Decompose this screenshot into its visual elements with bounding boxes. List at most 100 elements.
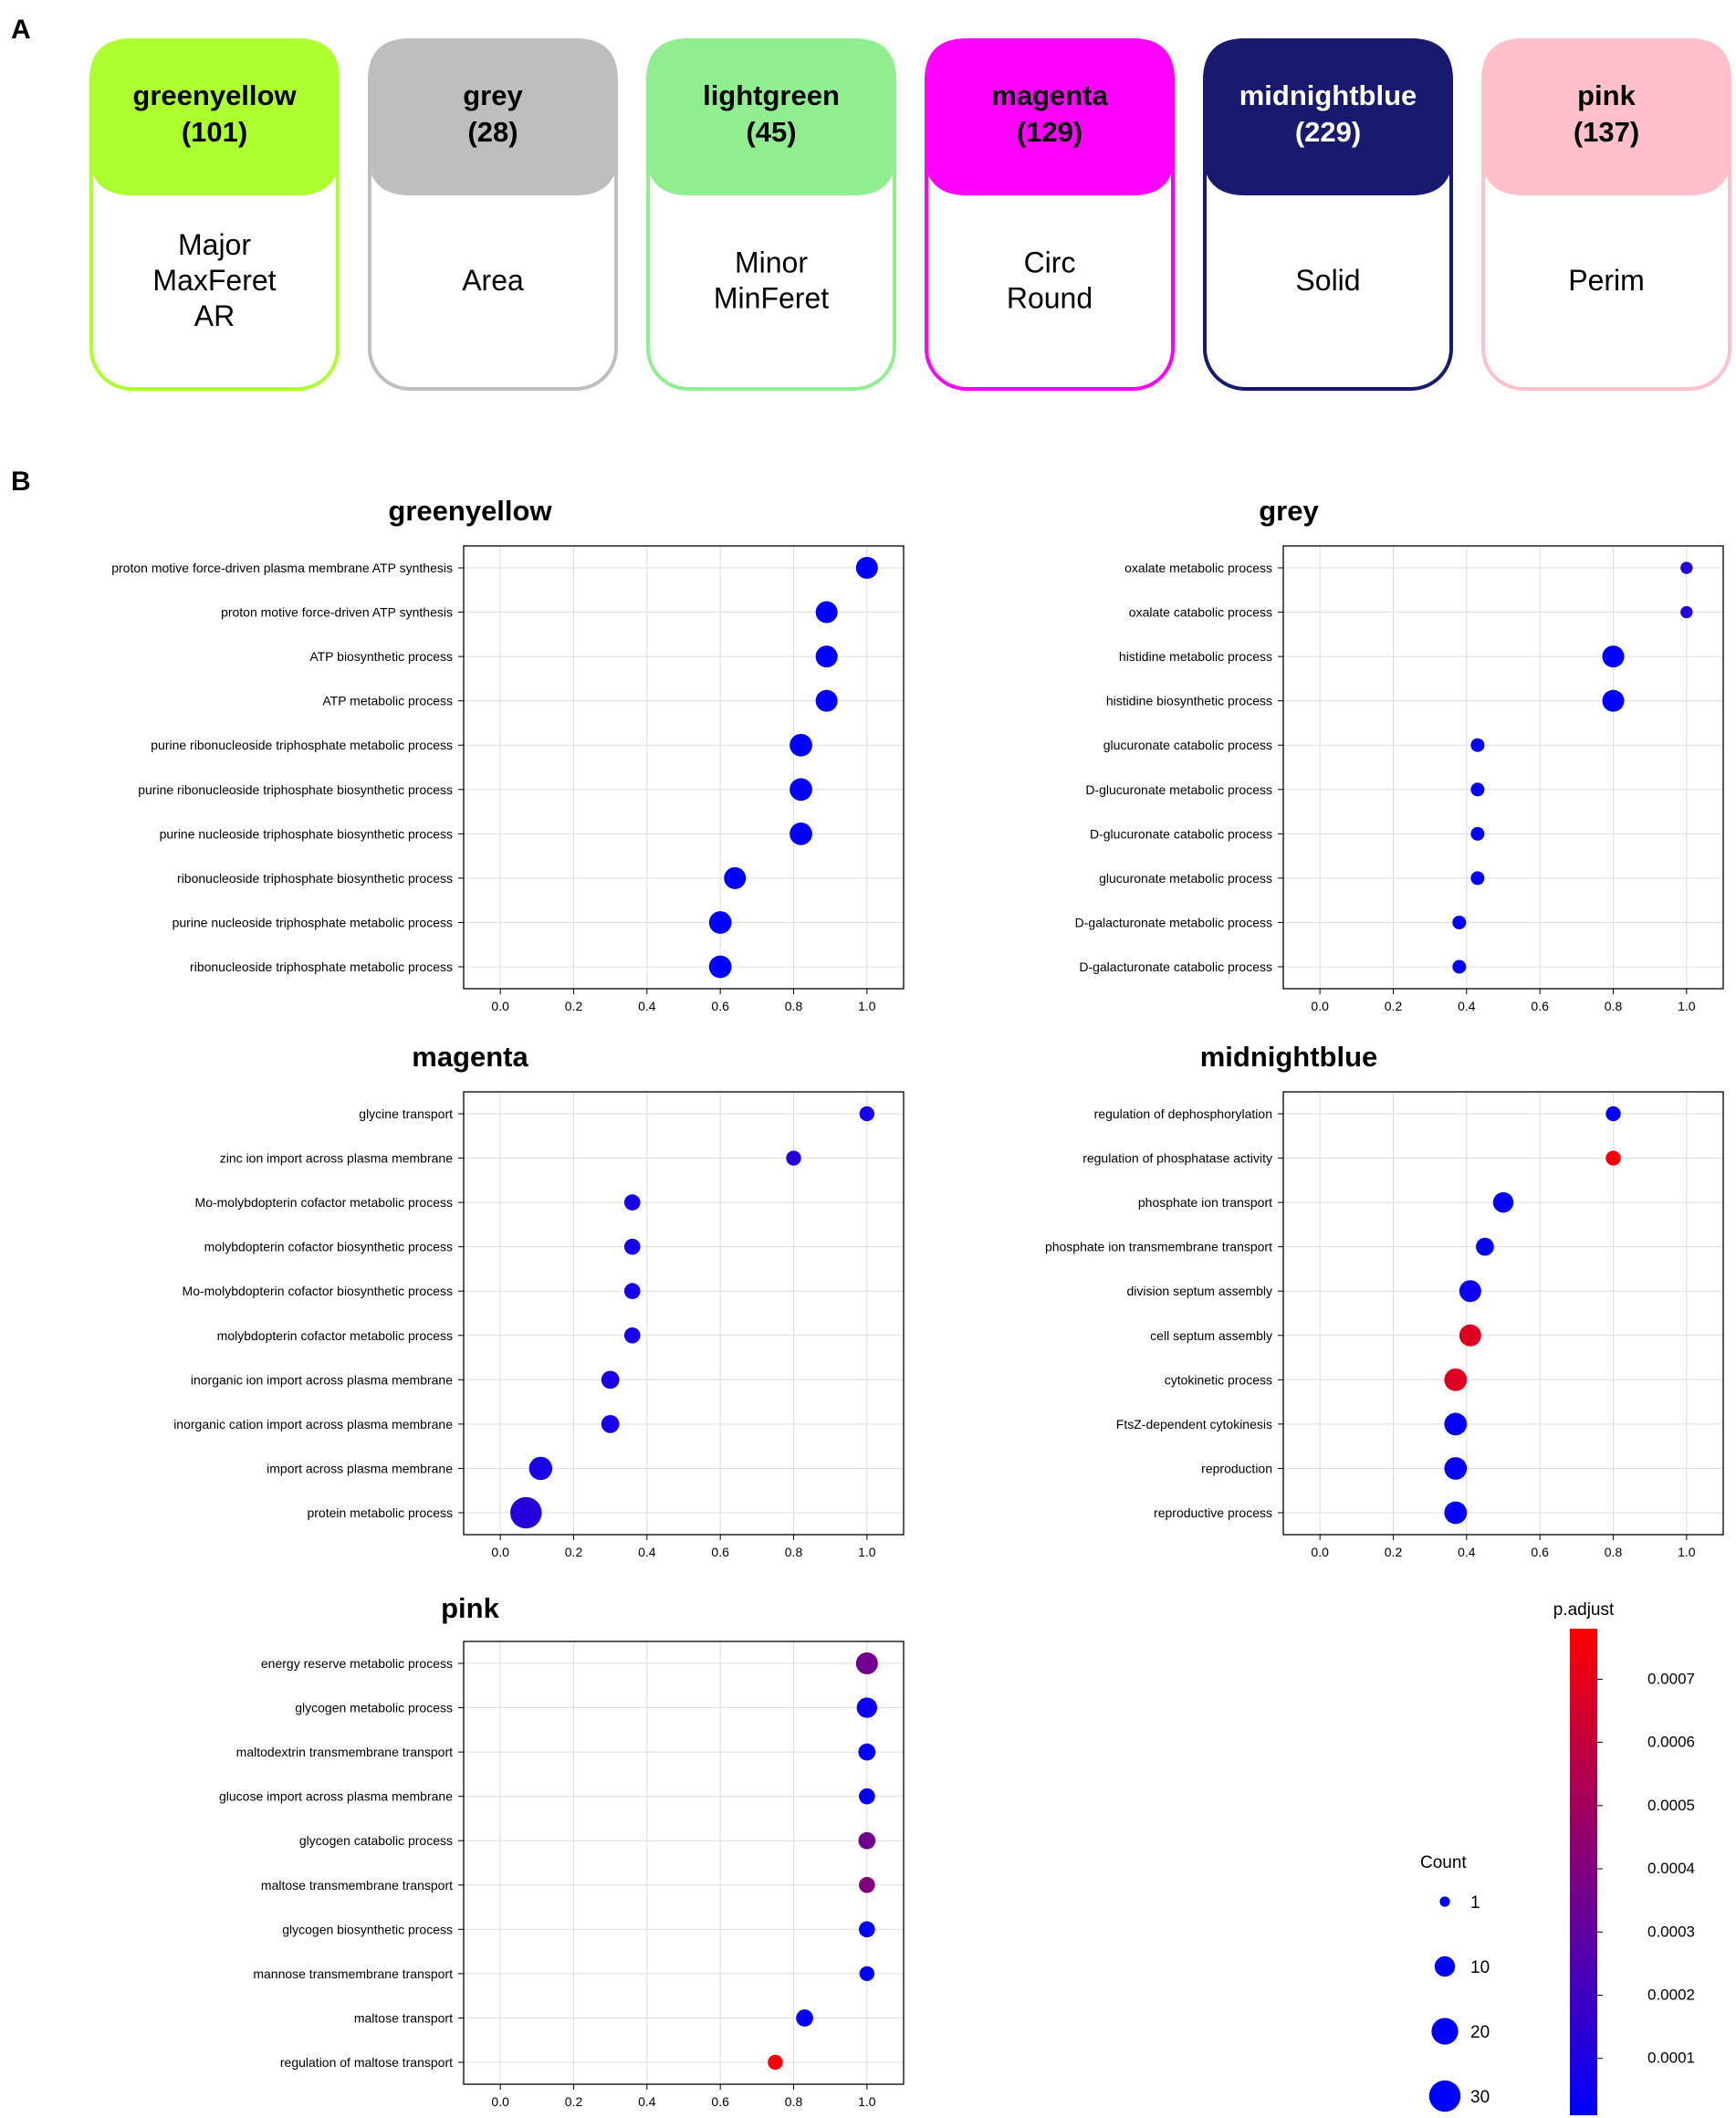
data-point[interactable] (815, 689, 838, 712)
data-point[interactable] (1452, 915, 1467, 929)
x-tick-label: 1.0 (1678, 1545, 1696, 1559)
data-point[interactable] (623, 1194, 641, 1211)
module-card-midnightblue[interactable]: midnightblue (229) Solid (1203, 38, 1453, 391)
x-tick-label: 0.2 (1385, 999, 1403, 1013)
data-point[interactable] (1605, 1150, 1621, 1166)
go-term-label: purine nucleoside triphosphate biosynthe… (160, 826, 453, 841)
data-point[interactable] (528, 1456, 553, 1481)
chart-title: magenta (412, 1041, 528, 1073)
data-point[interactable] (1470, 871, 1485, 886)
data-point[interactable] (708, 955, 732, 979)
x-tick-label: 0.8 (785, 2094, 803, 2109)
count-legend-dot (1439, 1896, 1450, 1907)
data-point[interactable] (786, 1150, 801, 1166)
data-point[interactable] (858, 1831, 876, 1850)
data-point[interactable] (859, 1966, 875, 1982)
module-card-pink[interactable]: pink (137) Perim (1481, 38, 1731, 391)
data-point[interactable] (855, 556, 878, 580)
go-term-label: ribonucleoside triphosphate metabolic pr… (190, 959, 453, 974)
data-point[interactable] (859, 1788, 875, 1805)
go-term-label: purine ribonucleoside triphosphate metab… (151, 738, 453, 752)
data-point[interactable] (1602, 689, 1625, 712)
data-point[interactable] (1459, 1324, 1481, 1347)
colorbar-tick-label: 0.0004 (1647, 1860, 1695, 1877)
data-point[interactable] (1470, 738, 1485, 752)
go-term-label: purine ribonucleoside triphosphate biosy… (138, 782, 453, 797)
plot-frame (463, 1641, 905, 2085)
data-point[interactable] (1444, 1457, 1468, 1480)
data-point[interactable] (1602, 645, 1625, 668)
x-tick-label: 0.2 (565, 999, 583, 1013)
go-term-label: molybdopterin cofactor biosynthetic proc… (204, 1240, 453, 1254)
data-point[interactable] (623, 1238, 641, 1255)
go-term-label: phosphate ion transmembrane transport (1045, 1240, 1272, 1254)
data-point[interactable] (768, 2054, 783, 2071)
data-point[interactable] (856, 1697, 878, 1718)
data-point[interactable] (623, 1283, 641, 1300)
data-point[interactable] (708, 911, 732, 934)
x-tick-label: 0.4 (1458, 999, 1476, 1013)
go-term-label: purine nucleoside triphosphate metabolic… (173, 915, 453, 929)
go-term-label: cell septum assembly (1150, 1328, 1272, 1343)
go-term-label: regulation of phosphatase activity (1082, 1151, 1272, 1166)
chart-magenta: magenta 0.0 0.2 0.4 0.6 0.8 1.0 glycine transpo… (173, 1041, 905, 1559)
module-name: midnightblue (1239, 79, 1417, 111)
data-point[interactable] (1476, 1237, 1494, 1256)
go-term-label: phosphate ion transport (1138, 1195, 1272, 1210)
data-point[interactable] (623, 1326, 641, 1344)
go-term-label: inorganic cation import across plasma me… (173, 1417, 453, 1431)
data-point[interactable] (859, 1876, 875, 1893)
count-legend-dot (1434, 1955, 1456, 1977)
data-point[interactable] (724, 866, 747, 889)
data-point[interactable] (1605, 1106, 1621, 1122)
chart-midnightblue: midnightblue 0.0 0.2 0.4 0.6 0.8 1.0 regulation… (1045, 1041, 1724, 1559)
data-point[interactable] (1470, 782, 1485, 797)
data-point[interactable] (790, 778, 812, 802)
data-point[interactable] (796, 2009, 813, 2027)
x-tick-label: 1.0 (858, 1545, 876, 1559)
data-point[interactable] (815, 601, 838, 624)
data-point[interactable] (1492, 1191, 1514, 1213)
data-point[interactable] (1444, 1412, 1468, 1436)
data-point[interactable] (858, 1743, 876, 1761)
go-term-label: maltodextrin transmembrane transport (236, 1745, 453, 1759)
data-point[interactable] (1459, 1280, 1481, 1303)
data-point[interactable] (1452, 959, 1467, 974)
data-point[interactable] (1444, 1368, 1468, 1391)
x-tick-label: 0.2 (565, 2094, 583, 2109)
module-card-header (646, 38, 896, 195)
x-tick-label: 0.8 (785, 1545, 803, 1559)
data-point[interactable] (1444, 1501, 1468, 1525)
go-term-label: Mo-molybdopterin cofactor biosynthetic p… (183, 1284, 453, 1298)
data-point[interactable] (601, 1370, 620, 1389)
chart-greenyellow: greenyellow 0.0 0.2 0.4 0.6 0.8 1.0 proton moti… (111, 495, 905, 1013)
data-point[interactable] (510, 1496, 542, 1529)
module-card-grey[interactable]: grey (28) Area (368, 38, 618, 391)
x-tick-label: 0.4 (638, 1545, 656, 1559)
go-term-label: inorganic ion import across plasma membr… (191, 1372, 453, 1387)
x-tick-label: 0.6 (1531, 999, 1549, 1013)
data-point[interactable] (855, 1651, 878, 1675)
go-term-label: histidine metabolic process (1119, 649, 1272, 664)
go-term-label: reproductive process (1154, 1505, 1272, 1520)
go-term-label: FtsZ-dependent cytokinesis (1116, 1417, 1272, 1431)
data-point[interactable] (601, 1415, 620, 1433)
data-point[interactable] (1470, 826, 1485, 841)
count-legend-title: Count (1420, 1853, 1467, 1872)
panel-label-a: A (11, 15, 31, 45)
go-term-label: proton motive force-driven plasma membra… (111, 561, 453, 575)
data-point[interactable] (859, 1106, 875, 1122)
module-name: lightgreen (703, 79, 840, 111)
data-point[interactable] (1680, 605, 1693, 619)
plot-area (1283, 546, 1723, 989)
data-point[interactable] (1680, 561, 1693, 574)
data-point[interactable] (859, 1921, 875, 1938)
data-point[interactable] (790, 822, 812, 845)
data-point[interactable] (815, 645, 838, 668)
plot-frame (463, 545, 905, 990)
data-point[interactable] (790, 733, 812, 757)
